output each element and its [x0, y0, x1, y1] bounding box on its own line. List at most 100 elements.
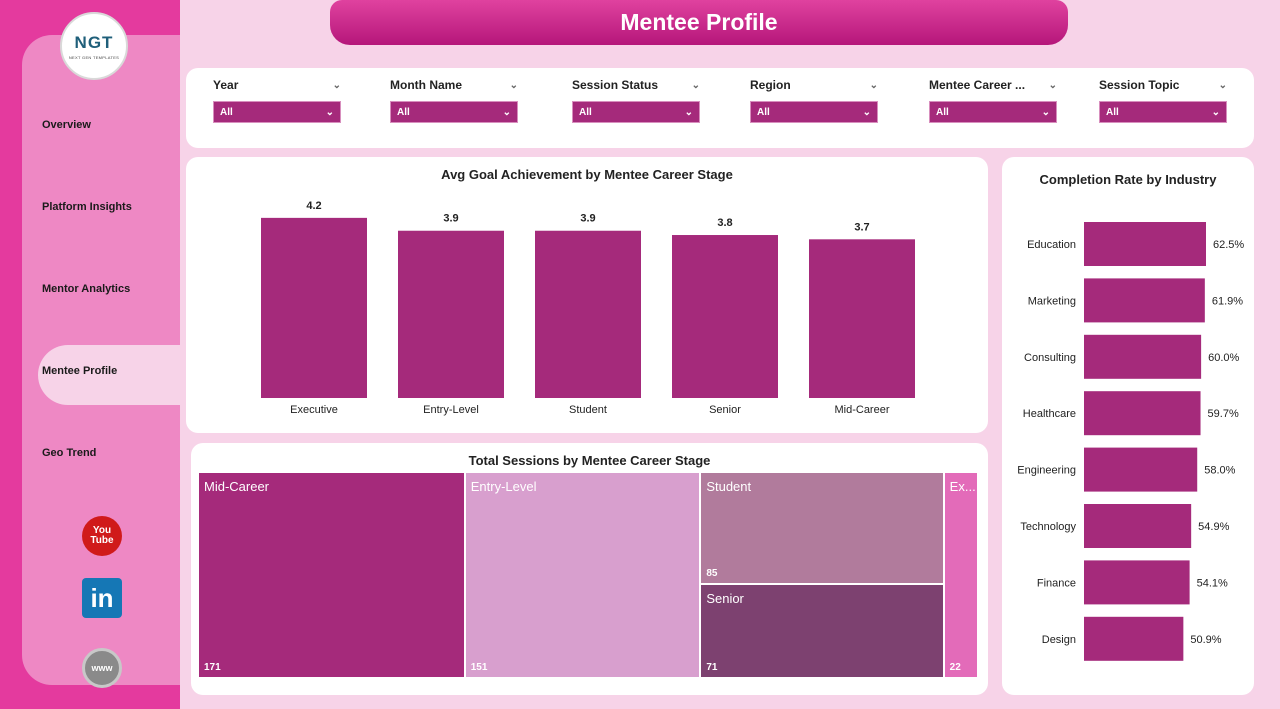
youtube-icon-text: You Tube [90, 525, 114, 546]
nav-item-mentor-analytics[interactable]: Mentor Analytics [42, 283, 131, 295]
bar [398, 230, 504, 398]
filter-month-name: Month Name ⌄ All ⌄ [390, 78, 518, 123]
chart-title: Completion Rate by Industry [1039, 172, 1217, 187]
data-label: 54.1% [1197, 577, 1228, 589]
globe-icon[interactable]: www [82, 648, 122, 688]
tick-label: Entry-Level [423, 404, 479, 416]
data-label: 4.2 [306, 200, 321, 212]
filter-value: All [220, 106, 233, 118]
tick-label: Education [1027, 239, 1076, 251]
tick-label: Executive [290, 404, 338, 416]
chevron-down-icon[interactable]: ⌄ [509, 79, 518, 91]
tick-label: Design [1042, 634, 1076, 646]
bar [1084, 616, 1184, 661]
chevron-down-icon[interactable]: ⌄ [869, 79, 878, 91]
treemap-cell-label: Student [706, 479, 752, 494]
completion-rate-panel: Completion Rate by Industry Education 62.… [1002, 157, 1254, 695]
chevron-down-icon[interactable]: ⌄ [691, 79, 700, 91]
bar [535, 230, 641, 398]
tick-label: Student [569, 404, 607, 416]
filter-value: All [397, 106, 410, 118]
filter-session-topic: Session Topic ⌄ All ⌄ [1099, 78, 1227, 123]
bar [261, 217, 367, 398]
tick-label: Technology [1020, 521, 1076, 533]
linkedin-icon-text: in [90, 582, 114, 613]
avg-goal-chart: 4.2 Executive 3.9 Entry-Level 3.9 Student 3.8 S… [261, 200, 915, 416]
data-label: 3.8 [717, 217, 732, 229]
data-label: 61.9% [1212, 295, 1243, 307]
filter-session-status: Session Status ⌄ All ⌄ [572, 78, 700, 123]
avg-goal-panel: Avg Goal Achievement by Mentee Career St… [186, 157, 988, 433]
treemap-cell[interactable]: Ex... 22 [944, 473, 977, 677]
nav-item-overview[interactable]: Overview [42, 119, 91, 131]
treemap-cell-value: 85 [706, 568, 718, 580]
nav-item-mentee-profile[interactable]: Mentee Profile [42, 365, 118, 377]
tick-label: Consulting [1024, 352, 1076, 364]
data-label: 3.9 [580, 213, 595, 225]
chevron-down-icon[interactable]: ⌄ [332, 79, 341, 91]
chevron-down-icon[interactable]: ⌄ [1218, 79, 1227, 91]
filter-year-select[interactable]: All ⌄ [213, 101, 341, 123]
bar [809, 239, 915, 398]
chart-title: Avg Goal Achievement by Mentee Career St… [441, 167, 733, 182]
tick-label: Senior [709, 404, 741, 416]
filter-month-select[interactable]: All ⌄ [390, 101, 518, 123]
filter-session-status-select[interactable]: All ⌄ [572, 101, 700, 123]
youtube-icon[interactable]: You Tube [82, 516, 122, 556]
filter-mentee-career-select[interactable]: All ⌄ [929, 101, 1057, 123]
filter-value: All [936, 106, 949, 118]
filter-value: All [1106, 106, 1119, 118]
treemap-cell-label: Entry-Level [470, 479, 537, 494]
filter-label: Month Name [390, 78, 462, 92]
tick-label: Finance [1037, 577, 1076, 589]
data-label: 54.9% [1198, 521, 1229, 533]
treemap-cell-label: Mid-Career [204, 479, 270, 494]
logo: NGT NEXT GEN TEMPLATES [60, 12, 128, 80]
treemap-cell-value: 71 [706, 661, 718, 673]
treemap-cell[interactable]: Entry-Level 151 [465, 473, 700, 677]
nav-active-highlight [38, 345, 188, 405]
treemap-cell[interactable]: Mid-Career 171 [199, 473, 464, 677]
globe-icon-text: www [91, 663, 113, 673]
filter-year: Year ⌄ All ⌄ [213, 78, 341, 123]
chevron-down-icon: ⌄ [862, 106, 871, 118]
filter-label: Region [750, 78, 791, 92]
bar [1084, 391, 1201, 436]
tick-label: Marketing [1028, 295, 1076, 307]
data-label: 3.7 [854, 221, 869, 233]
treemap-cell-value: 22 [949, 662, 961, 673]
treemap-cell[interactable]: Student 85 [701, 473, 943, 584]
treemap-cell-label: Ex... [949, 479, 976, 494]
bar [1084, 447, 1198, 492]
filter-mentee-career: Mentee Career ... ⌄ All ⌄ [929, 78, 1057, 123]
chevron-down-icon: ⌄ [1211, 106, 1220, 118]
filter-label: Year [213, 78, 239, 92]
bar [1084, 278, 1205, 323]
nav-item-platform-insights[interactable]: Platform Insights [42, 201, 132, 213]
bar [672, 235, 778, 398]
bar [1084, 222, 1206, 266]
filter-value: All [579, 106, 592, 118]
chevron-down-icon: ⌄ [325, 106, 334, 118]
filter-panel: Year ⌄ All ⌄ Month Name ⌄ All ⌄ Session Stat… [186, 68, 1254, 148]
page-title: Mentee Profile [330, 0, 1068, 45]
filter-session-topic-select[interactable]: All ⌄ [1099, 101, 1227, 123]
treemap-cell[interactable]: Senior 71 [701, 585, 943, 677]
tick-label: Healthcare [1023, 408, 1076, 420]
nav-item-geo-trend[interactable]: Geo Trend [42, 447, 97, 459]
bar [1084, 334, 1202, 379]
data-label: 59.7% [1208, 408, 1239, 420]
treemap-cell-value: 151 [470, 662, 488, 673]
chart-title: Total Sessions by Mentee Career Stage [468, 453, 711, 468]
tick-label: Mid-Career [834, 404, 889, 416]
tick-label: Engineering [1017, 465, 1076, 477]
filter-region-select[interactable]: All ⌄ [750, 101, 878, 123]
treemap-cell-value: 171 [204, 662, 221, 673]
chevron-down-icon[interactable]: ⌄ [1048, 79, 1057, 91]
filter-label: Session Status [572, 78, 659, 92]
sessions-treemap-panel: Total Sessions by Mentee Career Stage Mi… [191, 443, 988, 695]
data-label: 3.9 [443, 213, 458, 225]
linkedin-icon[interactable]: in [82, 578, 122, 618]
sessions-treemap: Mid-Career 171 Entry-Level 151 Student 85 Seni… [199, 473, 979, 679]
data-label: 58.0% [1204, 465, 1235, 477]
